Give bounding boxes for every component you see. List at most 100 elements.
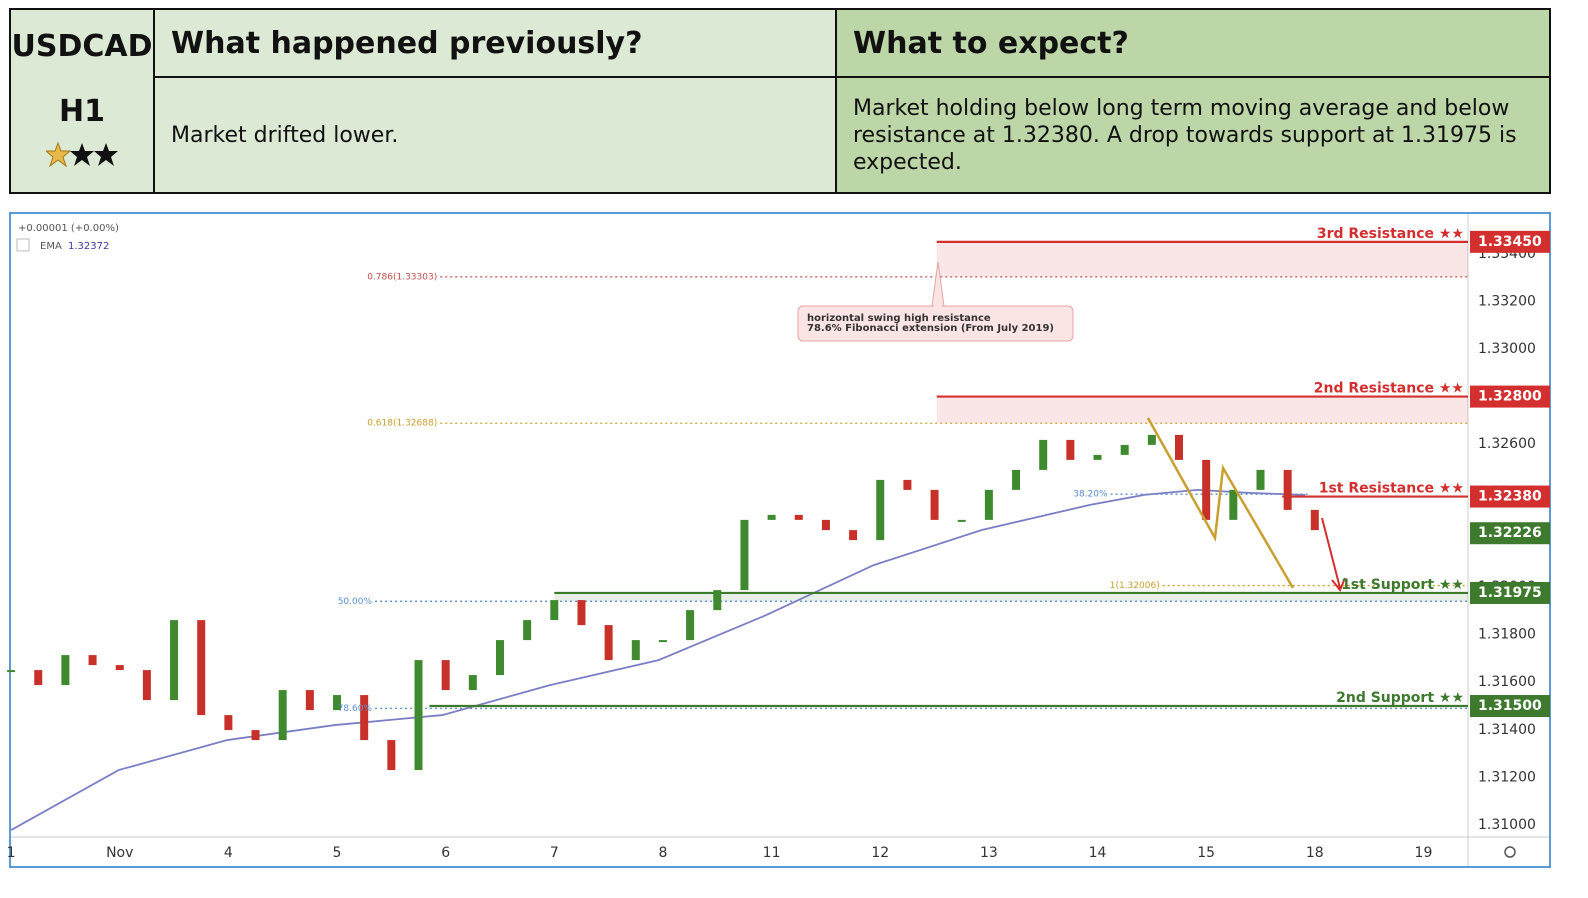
legend-toggle: [16, 238, 30, 252]
level-name: 2nd Resistance ★★: [1314, 381, 1464, 397]
level-zone: [554, 592, 1468, 602]
level-price: 1.32800: [1478, 389, 1542, 405]
x-tick-label: 13: [980, 845, 998, 861]
marks-layer: [7, 434, 1319, 771]
settings-icon[interactable]: [1504, 846, 1516, 858]
level-price-box: [1470, 695, 1550, 718]
chart-frame: [9, 212, 1551, 868]
candle-body: [849, 530, 858, 541]
col2-title: What happened previously?: [153, 8, 837, 78]
level-price-box: [1470, 385, 1550, 408]
y-tick-label: 1.33200: [1478, 293, 1536, 309]
fib-label: 0.618(1.32688): [367, 419, 437, 429]
candle-body: [1012, 469, 1021, 490]
candle-body: [577, 600, 586, 626]
zones-layer: [554, 241, 1468, 602]
last-price-box: [1470, 522, 1550, 545]
candle-body: [468, 675, 477, 691]
col2-text: Market drifted lower.: [153, 76, 837, 194]
candle-body: [876, 479, 885, 541]
candle-body: [1039, 439, 1048, 470]
candle-body: [984, 489, 993, 520]
x-tick-label: 19: [1415, 845, 1433, 861]
fib-label: 0.786(1.33303): [367, 272, 437, 282]
candle-body: [88, 655, 97, 666]
x-tick-label: 12: [871, 845, 889, 861]
level-name: 1st Support ★★: [1341, 577, 1464, 593]
candle-body: [495, 640, 504, 676]
candle-body: [1175, 434, 1184, 460]
level-price-box: [1470, 485, 1550, 508]
y-tick-label: 1.33000: [1478, 341, 1536, 357]
candle-body: [1310, 509, 1319, 531]
x-tick-label: 7: [550, 845, 559, 861]
level-price: 1.31975: [1478, 585, 1542, 601]
lines-layer: [10, 240, 1468, 831]
candle-body: [360, 695, 369, 741]
y-tick-label: 1.31600: [1478, 674, 1536, 690]
candle-body: [821, 519, 830, 531]
col3-title: What to expect?: [835, 8, 1551, 78]
level-name: 2nd Support ★★: [1336, 690, 1464, 706]
candle-body: [1120, 444, 1129, 455]
candle-body: [305, 690, 314, 711]
candle-body: [631, 640, 640, 661]
candle-body: [115, 665, 124, 671]
candle-body: [903, 479, 912, 490]
candle-body: [441, 660, 450, 691]
summary-table: USDCAD H1 What happened previously? What…: [9, 8, 1551, 194]
fib-label: 1(1.32006): [1110, 581, 1160, 591]
legend-ema: EMA: [40, 241, 62, 252]
candle-body: [170, 620, 179, 701]
candle-body: [1256, 469, 1265, 490]
candle-body: [1202, 459, 1211, 520]
rating-stars: [44, 141, 118, 168]
projection-arrow: [1321, 517, 1341, 589]
y-tick-label: 1.31000: [1478, 817, 1536, 833]
x-tick-label: 5: [333, 845, 342, 861]
legend-ema-value: 1.32372: [68, 241, 109, 252]
candle-body: [251, 730, 260, 741]
candle-body: [930, 489, 939, 520]
y-tick-label: 1.31200: [1478, 769, 1536, 785]
candle-body: [1283, 469, 1292, 510]
level-zone: [936, 241, 1468, 277]
candle-body: [713, 590, 722, 611]
candle-body: [7, 670, 16, 673]
symbol: USDCAD: [11, 29, 153, 64]
y-tick-label: 1.32600: [1478, 436, 1536, 452]
candle-body: [1093, 454, 1102, 460]
x-tick-label: Nov: [106, 845, 133, 861]
candle-body: [523, 620, 532, 641]
candle-body: [224, 715, 233, 731]
candle-body: [142, 670, 151, 701]
fib-label: 38.20%: [1073, 490, 1108, 500]
level-name: 3rd Resistance ★★: [1317, 226, 1464, 242]
candle-body: [686, 610, 695, 641]
level-price: 1.33450: [1478, 234, 1542, 250]
annotation-line: 78.6% Fibonacci extension (From July 201…: [807, 323, 1054, 334]
candle-body: [1147, 434, 1156, 445]
level-name: 1st Resistance ★★: [1319, 481, 1464, 497]
ema-line: [10, 488, 1306, 831]
x-tick-label: 4: [224, 845, 233, 861]
y-tick-label: 1.31400: [1478, 722, 1536, 738]
candle-body: [957, 519, 966, 522]
fib-label: 78.60%: [338, 704, 373, 714]
timeframe: H1: [59, 94, 105, 129]
fib-label: 50.00%: [338, 597, 373, 607]
candle-body: [794, 514, 803, 520]
candle-body: [767, 514, 776, 520]
candle-body: [1066, 439, 1075, 460]
candle-body: [34, 670, 43, 686]
x-tick-label: 18: [1306, 845, 1324, 861]
level-price-box: [1470, 230, 1550, 253]
candle-body: [1229, 489, 1238, 520]
candle-body: [387, 740, 396, 771]
annotation-line: horizontal swing high resistance: [807, 313, 991, 324]
symbol-cell: USDCAD H1: [9, 8, 155, 194]
projection-zigzag: [1146, 417, 1295, 589]
x-tick-label: 6: [441, 845, 450, 861]
